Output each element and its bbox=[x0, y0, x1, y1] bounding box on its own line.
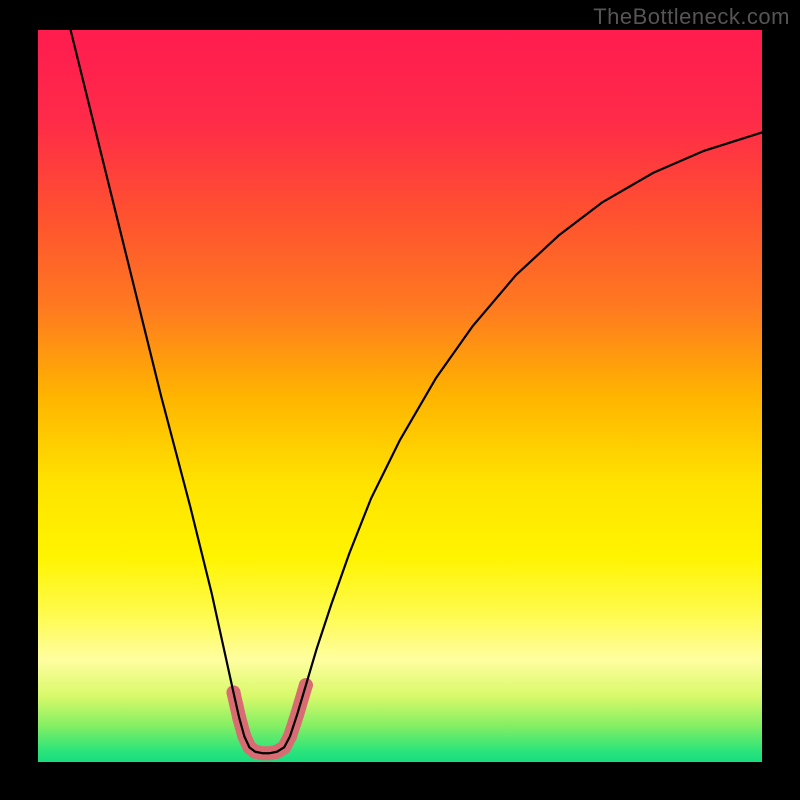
gradient-background bbox=[38, 30, 762, 762]
watermark-text: TheBottleneck.com bbox=[593, 4, 790, 30]
bottleneck-chart bbox=[0, 0, 800, 800]
figure-root: TheBottleneck.com bbox=[0, 0, 800, 800]
